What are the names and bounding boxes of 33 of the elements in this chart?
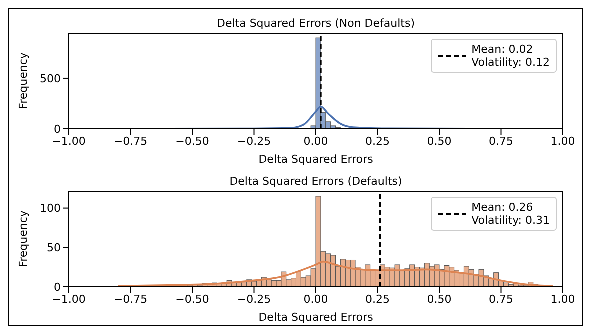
y-axis-title: Frequency <box>16 210 30 268</box>
x-tick-label: 0.25 <box>366 292 390 306</box>
chart-title: Delta Squared Errors (Defaults) <box>228 175 404 188</box>
x-tick-label: 0.50 <box>427 134 452 148</box>
x-tick-label: 0.00 <box>304 134 328 148</box>
y-axis-title: Frequency <box>16 52 30 110</box>
x-tick-label: −0.75 <box>114 292 148 306</box>
x-axis-title: Delta Squared Errors <box>258 153 374 166</box>
x-tick-label: 0.25 <box>366 134 390 148</box>
x-tick-label: −0.50 <box>176 292 210 306</box>
x-tick-label: 0.50 <box>427 292 452 306</box>
x-tick-label: 1.00 <box>550 292 576 306</box>
x-tick-label: −0.25 <box>237 292 272 306</box>
x-tick-label: 1.00 <box>550 134 576 148</box>
x-tick-label: −1.00 <box>52 292 86 306</box>
x-axis-title: Delta Squared Errors <box>258 311 374 324</box>
ref-line-label: Mean: 0.26 Volatility: 0.31 <box>472 201 550 227</box>
y-tick-label: 500 <box>40 72 61 86</box>
y-tick-label: 0 <box>54 122 61 136</box>
legend-box: Mean: 0.26 Volatility: 0.31 <box>430 197 557 231</box>
ref-line-label: Mean: 0.02 Volatility: 0.12 <box>472 43 550 69</box>
x-tick-label: −1.00 <box>52 134 86 148</box>
chart-title: Delta Squared Errors (Non Defaults) <box>216 17 416 30</box>
x-tick-label: 0.75 <box>489 292 514 306</box>
x-tick-label: −0.75 <box>114 134 148 148</box>
x-tick-label: 0.75 <box>489 134 514 148</box>
y-tick-label: 0 <box>54 280 61 294</box>
x-tick-label: −0.50 <box>176 134 210 148</box>
x-tick-label: −0.25 <box>237 134 272 148</box>
y-tick-label: 100 <box>40 202 61 216</box>
x-tick-label: 0.00 <box>304 292 328 306</box>
legend-box: Mean: 0.02 Volatility: 0.12 <box>430 39 557 73</box>
y-tick-label: 50 <box>47 242 61 255</box>
